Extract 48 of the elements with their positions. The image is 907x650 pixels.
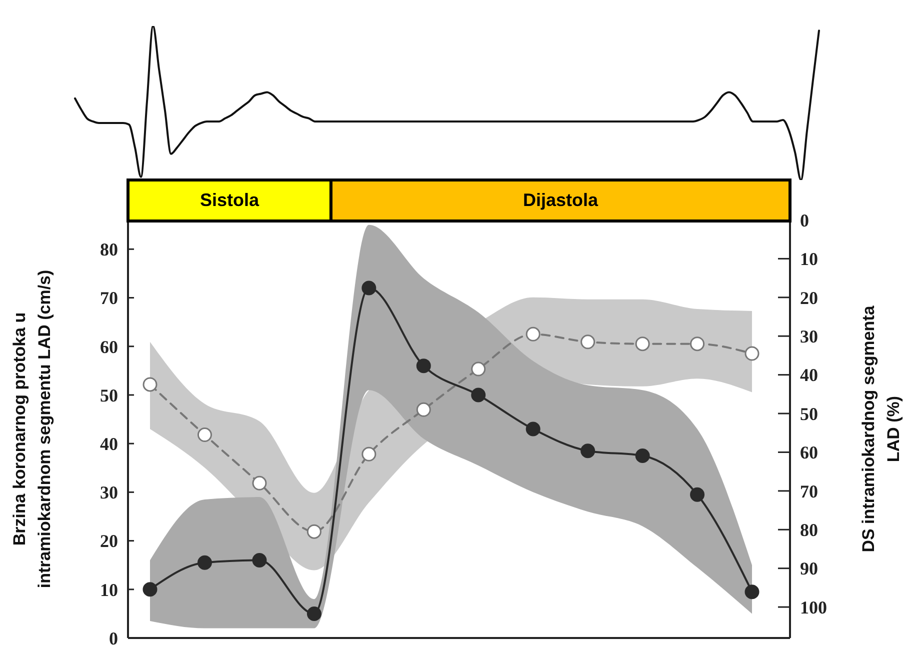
text: Dijastola (522, 190, 599, 210)
y2-tick-label: 50 (800, 404, 818, 424)
point (252, 476, 267, 490)
point (635, 448, 650, 463)
point (362, 446, 376, 462)
y2-tick-label: 100 (800, 597, 827, 618)
y-tick-label: 40 (100, 434, 118, 454)
point (252, 552, 267, 568)
point (306, 524, 322, 539)
point (471, 388, 486, 402)
point (197, 555, 212, 570)
y-tick-label: 10 (100, 580, 118, 600)
y2-axis-title: DS intramiokardnog segmenta LAD (%) (859, 305, 903, 552)
text: Sistola (200, 190, 260, 210)
y2-tick-label: 20 (800, 288, 818, 308)
point (690, 336, 705, 352)
y-tick-label: 20 (100, 531, 118, 552)
y-tick-label: 60 (100, 336, 118, 357)
point (471, 362, 486, 376)
y-tick-label: 0 (109, 628, 118, 648)
point (416, 358, 431, 374)
y-tick-label: 80 (100, 240, 118, 260)
y-axis-title: Brzina koronarnog protoka u intramiokardnom segmentu LAD (cm/s) (10, 270, 54, 588)
point (197, 428, 212, 442)
y2-tick-label: 80 (800, 520, 818, 540)
y2-tick-label: 0 (800, 210, 809, 230)
point (744, 346, 760, 361)
point (416, 402, 431, 417)
point (690, 487, 705, 502)
y2-tick-label: 40 (800, 365, 818, 386)
y2-tick-label: 10 (800, 249, 818, 270)
point (142, 582, 158, 597)
point (744, 584, 760, 600)
point (635, 336, 650, 352)
y-tick-label: 70 (100, 288, 118, 308)
point (526, 422, 540, 436)
y-tick-label: 50 (100, 385, 118, 406)
y2-tick-label: 90 (800, 558, 818, 579)
point (580, 334, 596, 350)
y2-tick-label: 30 (800, 326, 818, 346)
point (526, 326, 540, 342)
y2-tick-label: 70 (800, 481, 818, 502)
point (306, 606, 322, 621)
point (362, 280, 376, 296)
y-tick-label: 30 (100, 482, 118, 503)
y2-tick-label: 60 (800, 442, 818, 463)
point (580, 444, 596, 458)
point (142, 377, 158, 392)
